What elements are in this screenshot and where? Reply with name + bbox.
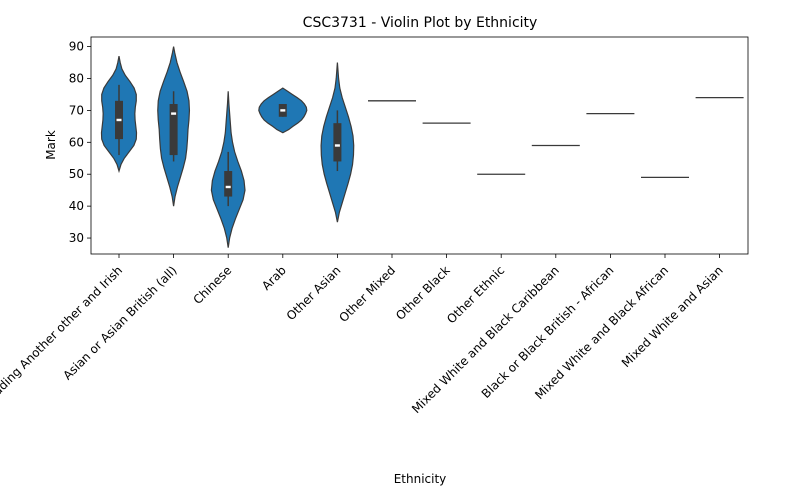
y-axis: 30 40 50 60 70 80 90 bbox=[69, 40, 91, 245]
y-tick-label: 70 bbox=[69, 103, 84, 117]
x-tick-label: Asian or Asian British (all) bbox=[60, 263, 179, 382]
plot-area bbox=[100, 46, 744, 248]
violin-median bbox=[334, 144, 340, 147]
x-axis-title: Ethnicity bbox=[394, 472, 447, 486]
violin-median bbox=[280, 109, 286, 112]
y-tick-label: 60 bbox=[69, 135, 84, 149]
chart-title: CSC3731 - Violin Plot by Ethnicity bbox=[303, 15, 538, 31]
violin-iqr-box bbox=[224, 171, 233, 197]
y-tick-label: 40 bbox=[69, 199, 84, 213]
x-tick-label: Mixed White and Asian bbox=[619, 263, 726, 370]
x-tick-label: White including Another other and Irish bbox=[0, 263, 125, 440]
violin-iqr-box bbox=[333, 123, 342, 162]
violin-median bbox=[116, 118, 122, 122]
y-tick-label: 80 bbox=[69, 71, 84, 85]
x-tick-label: Chinese bbox=[191, 263, 235, 307]
x-tick-label: Other Mixed bbox=[336, 263, 398, 325]
y-tick-label: 30 bbox=[69, 231, 84, 245]
violin-iqr-box bbox=[169, 104, 178, 156]
y-tick-label: 50 bbox=[69, 167, 84, 181]
y-axis-title: Mark bbox=[44, 130, 58, 160]
violin-median bbox=[225, 185, 231, 189]
y-tick-label: 90 bbox=[69, 40, 84, 54]
x-tick-label: Other Black bbox=[393, 263, 453, 323]
plot-frame bbox=[90, 36, 749, 255]
x-tick-label: Arab bbox=[259, 263, 289, 293]
x-tick-label: Other Asian bbox=[284, 263, 344, 323]
x-axis: White including Another other and IrishA… bbox=[0, 254, 726, 440]
violin-median bbox=[171, 112, 177, 115]
